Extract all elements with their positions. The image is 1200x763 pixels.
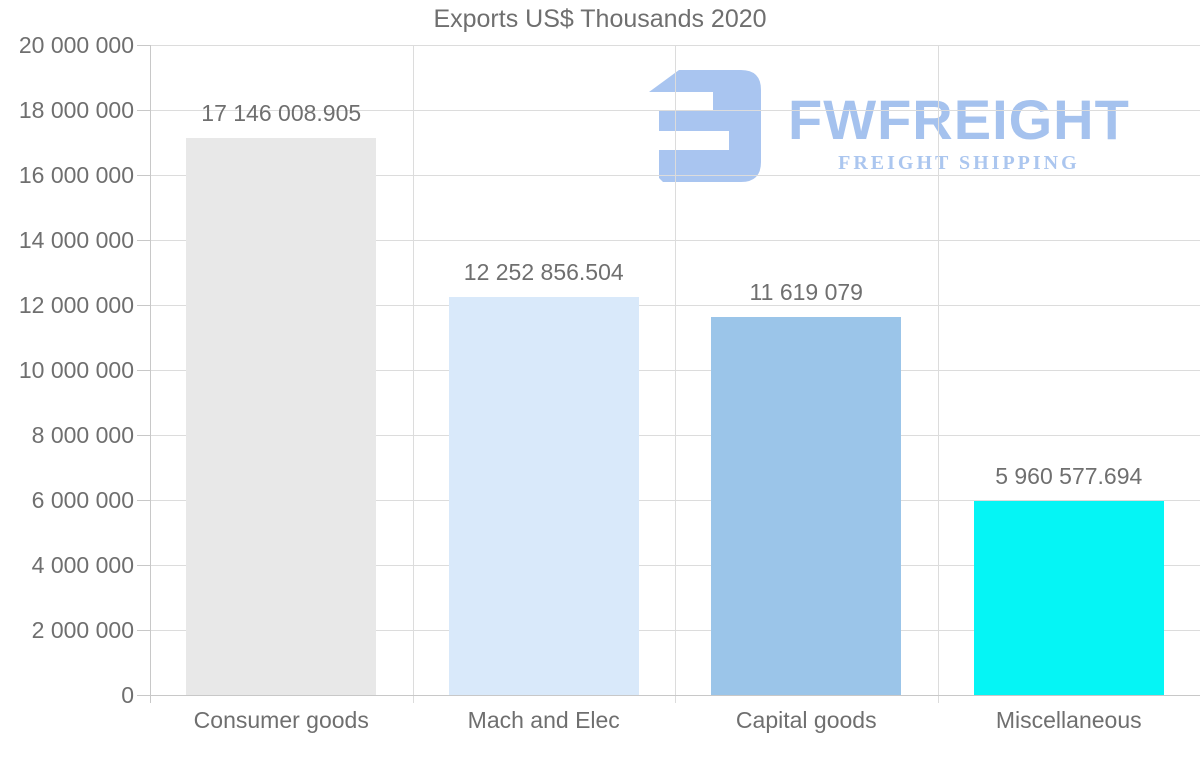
bar-value-label-capital-goods: 11 619 079: [749, 279, 863, 306]
bar-consumer-goods: [186, 137, 377, 695]
y-axis-tick: [137, 45, 150, 46]
y-axis-tick: [137, 175, 150, 176]
y-axis-tick-label: 12 000 000: [18, 292, 134, 318]
x-axis-line: [150, 695, 1200, 696]
y-axis-tick: [137, 435, 150, 436]
y-axis-tick-label: 14 000 000: [18, 227, 134, 253]
y-axis-tick-label: 2 000 000: [31, 617, 134, 643]
y-axis-tick-label: 10 000 000: [18, 357, 134, 383]
y-axis-tick: [137, 695, 150, 696]
x-axis-category-label-mach-and-elec: Mach and Elec: [467, 707, 620, 733]
bar-capital-goods: [711, 317, 902, 695]
bar-value-label-mach-and-elec: 12 252 856.504: [463, 258, 624, 285]
y-axis-tick-label: 8 000 000: [31, 422, 134, 448]
x-gridline: [412, 45, 414, 703]
y-axis-tick: [137, 565, 150, 566]
bar-miscellaneous: [973, 501, 1164, 695]
y-axis-tick-label: 16 000 000: [18, 162, 134, 188]
x-axis-category-label-miscellaneous: Miscellaneous: [995, 707, 1142, 733]
brand-text-block: FWFREIGHT FREIGHT SHIPPING: [788, 66, 1130, 175]
brand-tagline: FREIGHT SHIPPING: [838, 152, 1080, 174]
y-axis-tick-label: 0: [121, 682, 134, 708]
y-axis-tick: [137, 500, 150, 501]
x-axis-category-label-capital-goods: Capital goods: [735, 707, 877, 733]
bar-value-label-consumer-goods: 17 146 008.905: [201, 99, 362, 126]
chart-title: Exports US$ Thousands 2020: [433, 5, 767, 33]
bar-mach-and-elec: [448, 296, 639, 695]
y-axis-tick-label: 4 000 000: [31, 552, 134, 578]
y-axis-tick-label: 6 000 000: [31, 487, 134, 513]
brand-name: FWFREIGHT: [788, 88, 1130, 151]
fwfreight-mark-icon: [649, 70, 761, 182]
x-gridline: [937, 45, 939, 703]
y-axis-line: [150, 45, 151, 703]
y-axis-tick: [137, 110, 150, 111]
brand-logo: FWFREIGHT FREIGHT SHIPPING: [648, 66, 1130, 184]
y-axis-tick-label: 18 000 000: [18, 97, 134, 123]
y-axis-tick: [137, 305, 150, 306]
y-axis-tick: [137, 240, 150, 241]
x-axis-category-label-consumer-goods: Consumer goods: [193, 707, 369, 733]
bar-value-label-miscellaneous: 5 960 577.694: [995, 463, 1143, 490]
y-axis-tick: [137, 370, 150, 371]
y-axis-tick-label: 20 000 000: [18, 32, 134, 58]
y-axis-tick: [137, 630, 150, 631]
x-gridline: [675, 45, 676, 703]
